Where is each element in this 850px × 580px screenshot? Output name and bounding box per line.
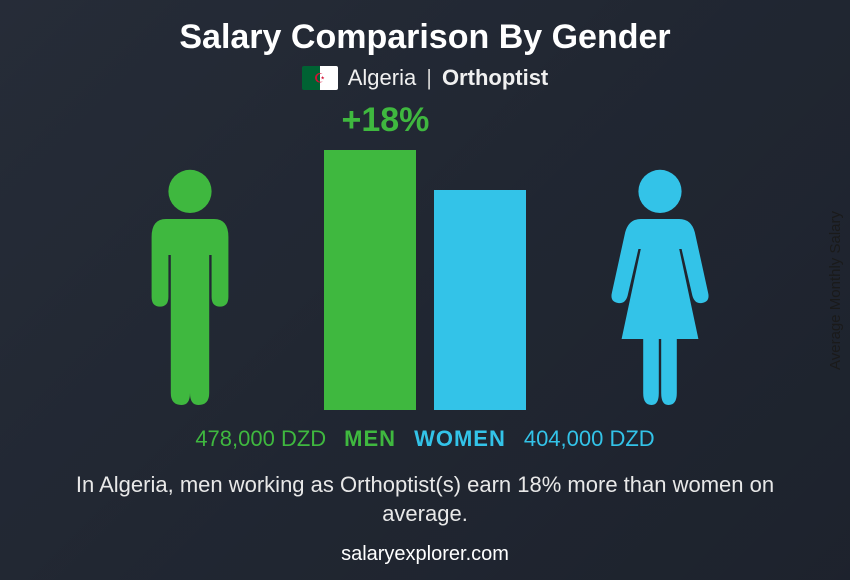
labels-row: 478,000 DZD MEN WOMEN 404,000 DZD — [75, 426, 775, 452]
location-label: Algeria — [348, 65, 416, 91]
percent-diff-badge: +18% — [341, 101, 429, 140]
bar-group — [324, 150, 526, 410]
page-title: Salary Comparison By Gender — [179, 18, 670, 57]
men-label: MEN — [344, 426, 396, 452]
infographic-container: Salary Comparison By Gender ☪ Algeria | … — [0, 0, 850, 580]
y-axis-label: Average Monthly Salary — [827, 211, 844, 370]
footer-source: salaryexplorer.com — [341, 543, 509, 566]
women-salary-label: 404,000 DZD — [524, 426, 655, 452]
algeria-flag-icon: ☪ — [302, 66, 338, 90]
caption-text: In Algeria, men working as Orthoptist(s)… — [55, 470, 795, 529]
subtitle-row: ☪ Algeria | Orthoptist — [302, 65, 549, 91]
divider: | — [426, 65, 432, 91]
chart-area: +18% 478,000 DZD MEN WOMEN 404,000 DZD — [75, 101, 775, 470]
men-icon — [115, 165, 265, 410]
job-title-label: Orthoptist — [442, 65, 548, 91]
women-bar — [434, 190, 526, 410]
women-icon — [585, 165, 735, 410]
y-axis-label-wrap: Average Monthly Salary — [820, 0, 850, 580]
men-salary-label: 478,000 DZD — [195, 426, 326, 452]
men-bar — [324, 150, 416, 410]
women-label: WOMEN — [414, 426, 506, 452]
